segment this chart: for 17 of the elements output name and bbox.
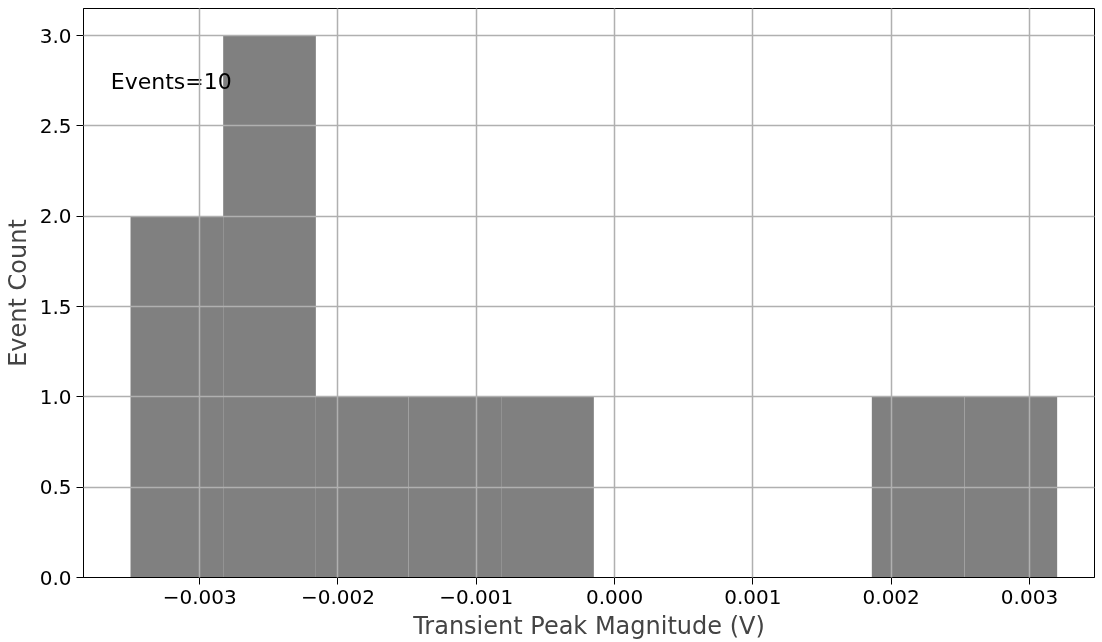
y-tick-label: 1.0: [39, 384, 72, 409]
y-tick-label: 2.5: [39, 113, 72, 138]
x-tick-label: −0.001: [439, 584, 514, 609]
y-tick-label: 3.0: [39, 23, 72, 48]
y-tick-label: 0.0: [39, 565, 72, 590]
x-tick-label: 0.000: [585, 584, 644, 609]
y-tick-label: 0.5: [39, 475, 72, 500]
y-tick-label: 1.5: [39, 294, 72, 319]
y-tick-label: 2.0: [39, 204, 72, 229]
annotation: Events=10: [110, 68, 232, 94]
x-axis-title: Transient Peak Magnitude (V): [412, 611, 765, 640]
y-axis-title: Event Count: [3, 219, 32, 367]
x-tick-label: −0.003: [162, 584, 237, 609]
x-tick-label: −0.002: [300, 584, 375, 609]
x-tick-label: 0.002: [862, 584, 920, 609]
x-tick-label: 0.003: [1000, 584, 1059, 609]
x-tick-label: 0.001: [724, 584, 782, 609]
